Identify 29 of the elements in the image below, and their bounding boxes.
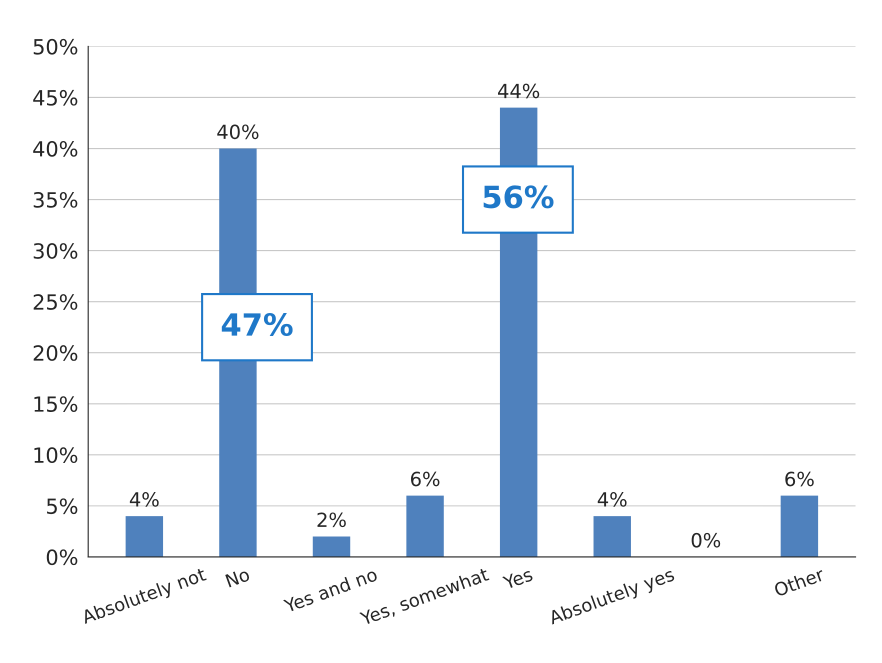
bar <box>594 516 631 557</box>
y-tick-label: 45% <box>33 90 78 106</box>
x-tick-label: Other <box>773 566 826 597</box>
bar <box>780 496 818 557</box>
data-label: 2% <box>318 512 346 528</box>
data-label: 4% <box>130 492 159 507</box>
data-label: 6% <box>411 472 440 486</box>
annotation: 56% <box>484 185 554 208</box>
y-tick-label: 20% <box>34 345 78 361</box>
y-tick-label: 30% <box>34 243 78 259</box>
bar <box>406 496 444 557</box>
data-label: 4% <box>598 492 627 507</box>
y-tick-label: 10% <box>34 447 78 464</box>
y-tick-label: 50% <box>34 38 78 55</box>
data-label: 44% <box>498 84 540 98</box>
y-tick-label: 25% <box>34 294 78 310</box>
data-label: 6% <box>785 472 814 486</box>
data-label: 0% <box>692 532 720 548</box>
y-tick-label: 5% <box>47 498 78 514</box>
y-tick-label: 35% <box>34 192 78 208</box>
x-tick-label: No <box>225 568 250 588</box>
y-tick-label: 40% <box>33 140 78 157</box>
annotation: 47% <box>222 312 293 336</box>
bar <box>126 516 164 557</box>
y-tick-label: 0% <box>46 549 78 566</box>
data-label: 40% <box>217 124 258 140</box>
y-tick-label: 15% <box>34 396 78 412</box>
x-tick-label: Yes <box>502 567 534 590</box>
bar <box>312 536 350 557</box>
